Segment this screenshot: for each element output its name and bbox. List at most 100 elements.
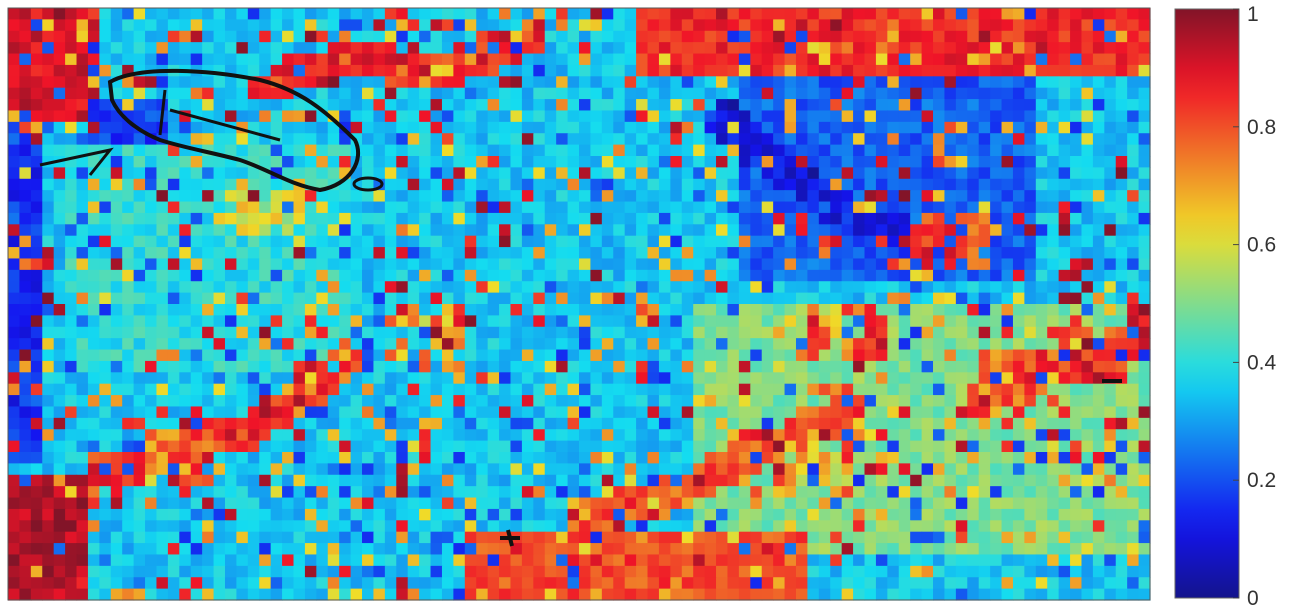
heatmap-cell: [818, 338, 831, 351]
heatmap-cell: [122, 8, 135, 20]
heatmap-cell: [761, 224, 774, 237]
heatmap-cell: [681, 372, 694, 385]
heatmap-cell: [464, 543, 477, 556]
heatmap-cell: [613, 360, 626, 373]
heatmap-cell: [110, 167, 123, 180]
heatmap-cell: [1001, 30, 1014, 43]
heatmap-cell: [624, 190, 637, 203]
heatmap-cell: [339, 292, 352, 305]
heatmap-cell: [1092, 440, 1105, 453]
heatmap-cell: [1047, 554, 1060, 567]
heatmap-cell: [944, 258, 957, 271]
heatmap-cell: [99, 178, 112, 191]
heatmap-cell: [236, 247, 249, 260]
heatmap-cell: [270, 76, 283, 89]
heatmap-cell: [510, 440, 523, 453]
heatmap-cell: [396, 87, 409, 100]
heatmap-cell: [1081, 190, 1094, 203]
heatmap-cell: [282, 406, 295, 419]
heatmap-cell: [167, 258, 180, 271]
heatmap-cell: [795, 554, 808, 567]
heatmap-cell: [601, 201, 614, 214]
heatmap-cell: [807, 212, 820, 225]
heatmap-cell: [19, 269, 32, 282]
heatmap-cell: [1001, 520, 1014, 533]
heatmap-cell: [19, 417, 32, 430]
heatmap-cell: [978, 167, 991, 180]
heatmap-cell: [19, 531, 32, 544]
heatmap-cell: [396, 156, 409, 168]
heatmap-cell: [339, 269, 352, 282]
heatmap-cell: [875, 235, 888, 248]
heatmap-cell: [430, 247, 443, 260]
heatmap-cell: [898, 76, 911, 89]
heatmap-cell: [293, 543, 306, 556]
heatmap-cell: [853, 565, 866, 578]
heatmap-cell: [875, 349, 888, 362]
heatmap-cell: [316, 292, 329, 305]
heatmap-cell: [1058, 53, 1071, 66]
heatmap-cell: [327, 520, 340, 533]
heatmap-cell: [327, 42, 340, 55]
heatmap-cell: [521, 349, 534, 362]
heatmap-cell: [53, 326, 66, 339]
heatmap-cell: [499, 543, 512, 556]
heatmap-cell: [316, 190, 329, 203]
heatmap-cell: [145, 144, 158, 157]
heatmap-cell: [978, 178, 991, 191]
heatmap-cell: [921, 292, 934, 305]
heatmap-cell: [396, 167, 409, 180]
heatmap-cell: [1104, 224, 1117, 237]
heatmap-cell: [122, 133, 135, 146]
heatmap-cell: [145, 269, 158, 282]
heatmap-cell: [556, 258, 569, 271]
heatmap-cell: [704, 19, 717, 32]
heatmap-cell: [65, 474, 78, 487]
heatmap-cell: [841, 383, 854, 396]
heatmap-cell: [1024, 224, 1037, 237]
heatmap-cell: [818, 201, 831, 214]
heatmap-cell: [567, 338, 580, 351]
heatmap-cell: [1058, 531, 1071, 544]
heatmap-cell: [145, 395, 158, 408]
heatmap-cell: [19, 8, 32, 20]
heatmap-cell: [464, 42, 477, 55]
heatmap-cell: [1081, 8, 1094, 20]
heatmap-cell: [1058, 395, 1071, 408]
heatmap-cell: [282, 326, 295, 339]
heatmap-cell: [556, 406, 569, 419]
heatmap-cell: [579, 315, 592, 328]
heatmap-cell: [773, 520, 786, 533]
heatmap-cell: [156, 326, 169, 339]
heatmap-cell: [304, 64, 317, 77]
heatmap-cell: [87, 87, 100, 100]
heatmap-cell: [853, 281, 866, 294]
heatmap-cell: [293, 76, 306, 89]
heatmap-cell: [339, 133, 352, 146]
heatmap-cell: [282, 121, 295, 134]
heatmap-cell: [864, 497, 877, 510]
heatmap-cell: [202, 212, 215, 225]
heatmap-cell: [30, 349, 43, 362]
heatmap-cell: [156, 53, 169, 66]
heatmap-cell: [316, 543, 329, 556]
heatmap-cell: [944, 486, 957, 499]
heatmap-cell: [818, 235, 831, 248]
heatmap-cell: [795, 338, 808, 351]
heatmap-cell: [636, 543, 649, 556]
heatmap-cell: [293, 304, 306, 316]
heatmap-cell: [179, 531, 192, 544]
heatmap-cell: [579, 30, 592, 43]
heatmap-cell: [99, 395, 112, 408]
heatmap-cell: [841, 64, 854, 77]
heatmap-cell: [110, 269, 123, 282]
heatmap-cell: [795, 360, 808, 373]
heatmap-cell: [510, 304, 523, 316]
heatmap-cell: [853, 269, 866, 282]
heatmap-cell: [784, 497, 797, 510]
heatmap-cell: [270, 247, 283, 260]
heatmap-cell: [1081, 121, 1094, 134]
heatmap-cell: [65, 87, 78, 100]
heatmap-cell: [1115, 281, 1128, 294]
heatmap-cell: [42, 224, 55, 237]
